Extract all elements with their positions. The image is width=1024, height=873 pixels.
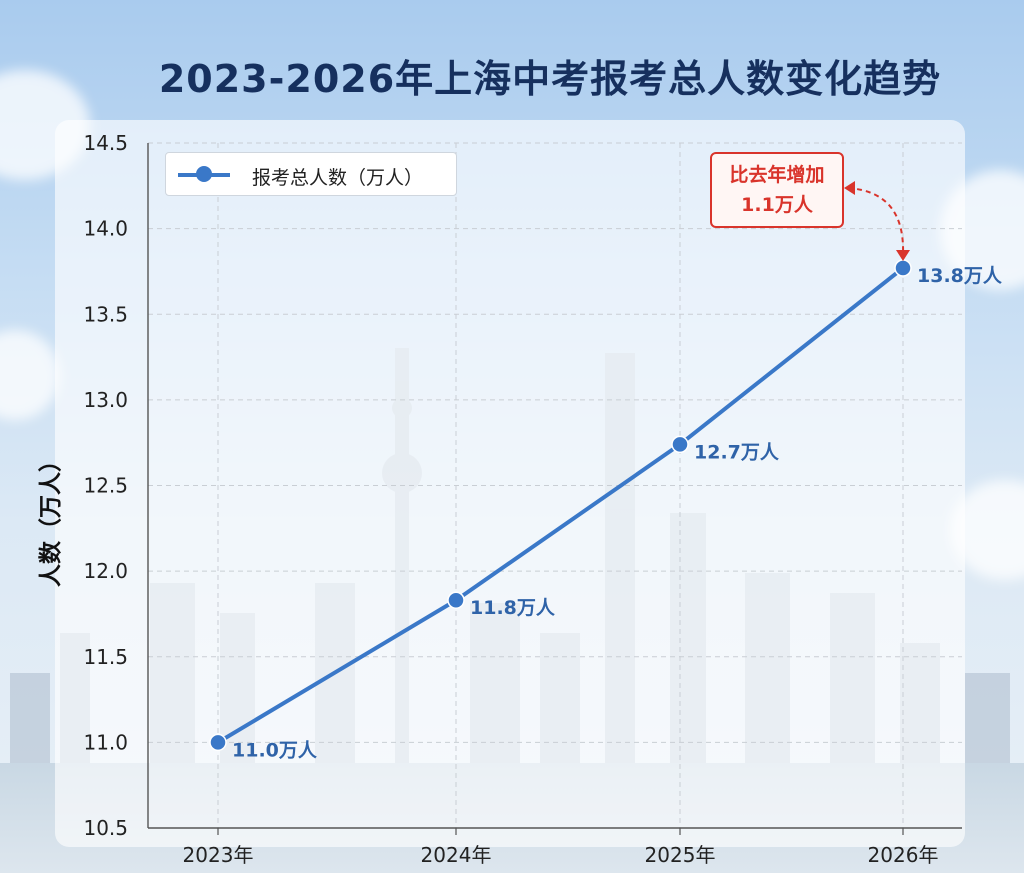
annotation-line-2: 1.1万人 [741, 194, 813, 216]
y-tick-label: 11.5 [83, 645, 128, 669]
y-tick-label: 14.0 [83, 217, 128, 241]
annotation-line-1: 比去年增加 [729, 164, 825, 186]
legend-label: 报考总人数（万人） [252, 167, 424, 189]
data-label: 13.8万人 [917, 265, 1003, 287]
data-point [671, 435, 689, 454]
data-point [209, 733, 227, 752]
series-line [216, 266, 905, 745]
y-axis-label: 人数（万人） [37, 449, 64, 587]
data-label: 11.0万人 [232, 739, 318, 761]
x-tick-label: 2025年 [645, 843, 716, 867]
legend-dot-marker [196, 166, 212, 182]
y-tick-label: 12.0 [83, 559, 128, 583]
y-tick-label: 12.5 [83, 474, 128, 498]
data-label: 12.7万人 [694, 441, 780, 463]
x-tick-label: 2023年 [183, 843, 254, 867]
y-tick-label: 13.5 [83, 302, 128, 326]
chart-panel [55, 120, 965, 847]
y-tick-label: 13.0 [83, 388, 128, 412]
x-tick-label: 2024年 [421, 843, 492, 867]
data-point [447, 591, 465, 609]
annotation-arrowhead-left [844, 181, 855, 195]
y-tick-label: 10.5 [83, 816, 128, 840]
y-tick-label: 11.0 [83, 730, 128, 754]
data-label: 11.8万人 [470, 597, 556, 619]
x-tick-label: 2026年 [868, 843, 939, 867]
data-point [894, 259, 912, 277]
chart-legend: 报考总人数（万人） [165, 152, 457, 196]
increase-annotation: 比去年增加 1.1万人 [710, 152, 844, 228]
annotation-arrowhead-bottom [896, 250, 910, 262]
y-tick-label: 14.5 [83, 131, 128, 155]
annotation-arrow-curve [847, 187, 905, 255]
chart-title: 2023-2026年上海中考报考总人数变化趋势 [158, 57, 942, 101]
